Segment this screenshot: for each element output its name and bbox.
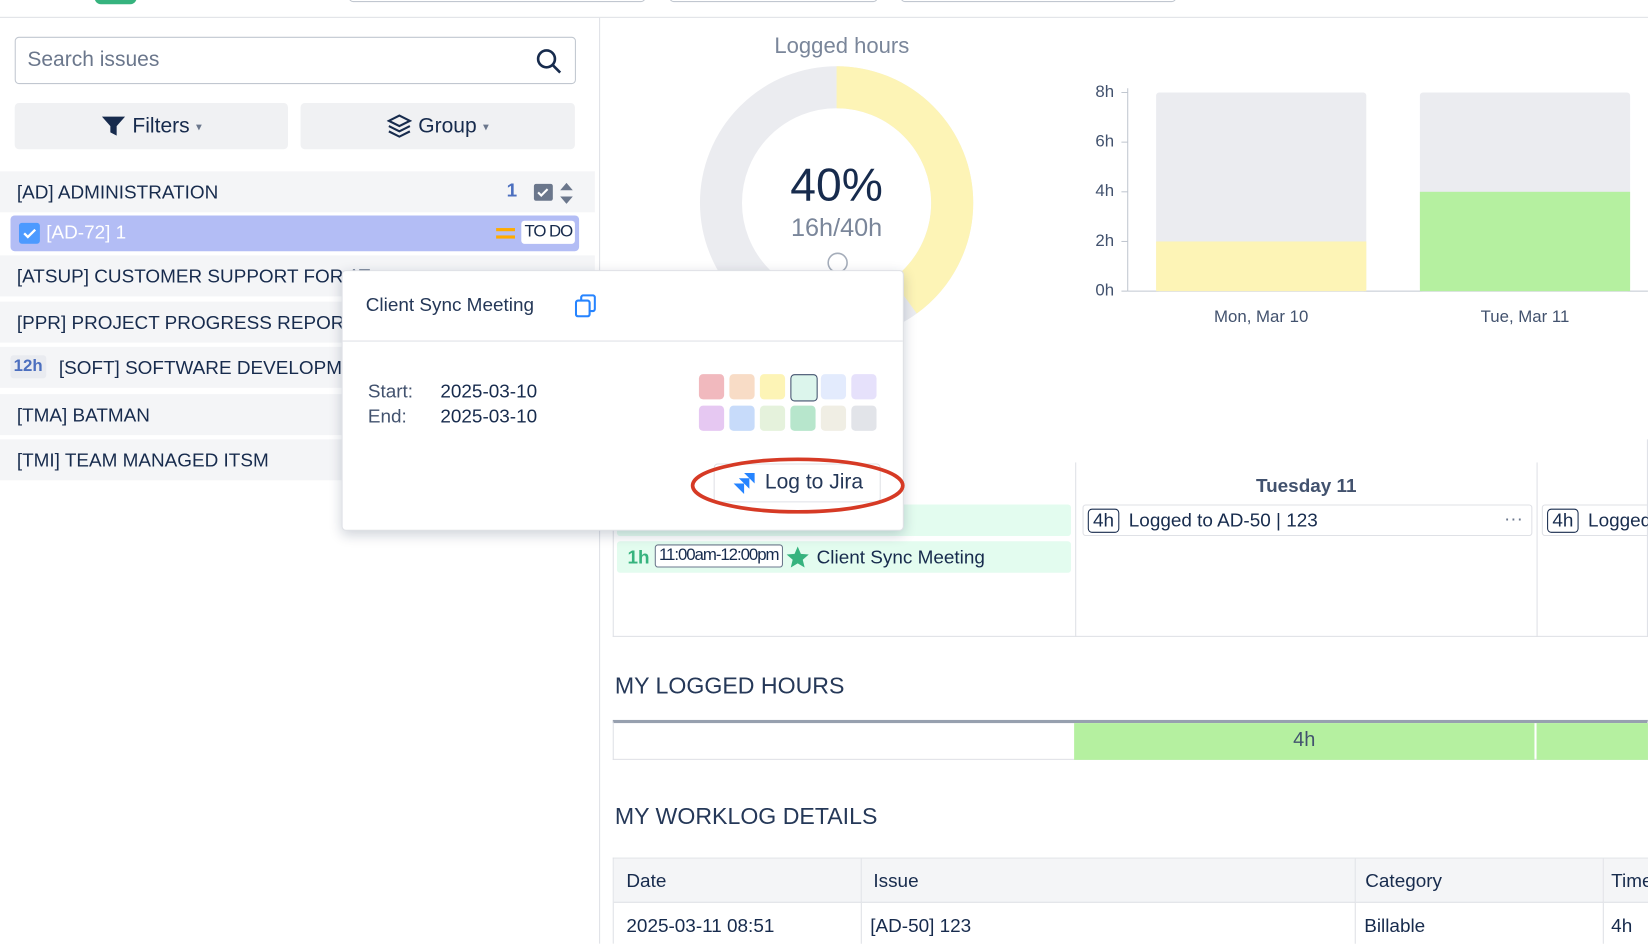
- donut-percent: 40%: [790, 158, 883, 210]
- color-swatch[interactable]: [820, 374, 847, 400]
- event[interactable]: 1h 11:00am-12:00pm Client Sync Meeting: [616, 541, 1071, 573]
- event-popup: Client Sync Meeting Start: 2025-03-10 En…: [341, 270, 904, 531]
- color-swatch[interactable]: [790, 405, 816, 431]
- issue-label: [AD-72] 1: [46, 221, 127, 243]
- color-swatch[interactable]: [698, 405, 725, 431]
- column-header: Category: [1365, 870, 1443, 892]
- donut-ratio: 16h/40h: [791, 214, 882, 242]
- search-icon: [536, 49, 562, 74]
- filters-button[interactable]: Filters ▾: [14, 102, 288, 150]
- event-title: Logged: [1588, 509, 1648, 531]
- top-input[interactable]: [348, 0, 646, 3]
- color-swatch[interactable]: [759, 374, 786, 400]
- end-label: End:: [367, 405, 407, 427]
- event[interactable]: 4h Logged to AD-50 | 123 ···: [1082, 504, 1533, 537]
- x-tick-label: Tue, Mar 11: [1481, 307, 1570, 326]
- event-time: 11:00am-12:00pm: [654, 544, 783, 568]
- search-placeholder: Search issues: [27, 48, 160, 72]
- color-swatch[interactable]: [729, 374, 755, 400]
- event-duration: 4h: [1087, 508, 1120, 533]
- group-row[interactable]: [AD] ADMINISTRATION 1: [0, 171, 595, 213]
- highlight-annotation: [690, 457, 905, 514]
- group-label: [SOFT] SOFTWARE DEVELOPMENT: [58, 357, 380, 379]
- group-label: [TMI] TEAM MANAGED ITSM: [16, 449, 269, 471]
- bar: [1156, 241, 1367, 292]
- color-swatch[interactable]: [820, 405, 847, 431]
- bar: [1419, 191, 1631, 292]
- event[interactable]: 4h Logged: [1541, 504, 1648, 537]
- group-label: [PPR] PROJECT PROGRESS REPORT: [16, 312, 356, 334]
- day-header: Tuesday 11: [1255, 475, 1357, 497]
- section-title: MY LOGGED HOURS: [614, 672, 845, 699]
- start-date: 2025-03-10: [440, 380, 538, 402]
- group-button[interactable]: Group ▾: [300, 102, 575, 150]
- group-label: [TMA] BATMAN: [16, 404, 150, 426]
- group-label: [ATSUP] CUSTOMER SUPPORT FOR AT: [16, 265, 371, 287]
- group-count: 1: [506, 179, 518, 201]
- group-label: Group: [418, 114, 477, 138]
- hours-badge: 12h: [10, 355, 46, 379]
- cell: 2025-03-11 08:51: [626, 915, 775, 937]
- popup-title: Client Sync Meeting: [365, 294, 534, 316]
- donut-title: Logged hours: [774, 33, 909, 58]
- y-tick-label: 0h: [1095, 281, 1114, 300]
- event-duration: 1h: [627, 546, 650, 568]
- event-title: Client Sync Meeting: [816, 546, 985, 568]
- status-badge: TO DO: [521, 220, 576, 244]
- cell: [AD-50] 123: [870, 915, 972, 937]
- y-tick-label: 8h: [1095, 82, 1114, 101]
- top-badge: [94, 0, 137, 5]
- button-label: Log to Jira: [764, 470, 864, 494]
- layers-icon: [386, 114, 412, 138]
- color-swatch[interactable]: [790, 374, 818, 402]
- day-divider: [1075, 462, 1077, 637]
- log-to-jira-button[interactable]: Log to Jira: [713, 463, 881, 503]
- filter-icon: [101, 116, 126, 136]
- y-tick-label: 2h: [1095, 231, 1114, 250]
- group-label: [AD] ADMINISTRATION: [16, 181, 219, 203]
- cell: Billable: [1364, 915, 1426, 937]
- logged-cell: [1536, 723, 1648, 760]
- x-tick-label: Mon, Mar 10: [1214, 307, 1308, 326]
- row-icons: [533, 182, 573, 204]
- jira-icon: [733, 472, 755, 494]
- y-tick-label: 4h: [1095, 181, 1114, 200]
- search-box[interactable]: Search issues: [14, 36, 576, 85]
- color-swatch[interactable]: [851, 374, 877, 400]
- event-duration: 4h: [1547, 508, 1579, 533]
- section-title: MY WORKLOG DETAILS: [614, 802, 878, 830]
- worklog-table: Date Issue Category Time 2025-03-11 08:5…: [612, 857, 1648, 944]
- checkbox[interactable]: [18, 222, 40, 244]
- copy-icon[interactable]: [574, 294, 596, 318]
- color-swatch[interactable]: [729, 405, 755, 431]
- column-header: Issue: [873, 870, 919, 892]
- event-title: Logged to AD-50 | 123: [1128, 509, 1318, 531]
- color-swatch[interactable]: [851, 405, 877, 431]
- issue-row[interactable]: [AD-72] 1 TO DO: [10, 215, 580, 252]
- start-label: Start:: [367, 380, 414, 402]
- column-header: Time: [1611, 870, 1648, 892]
- top-input[interactable]: [900, 0, 1177, 3]
- top-divider: [0, 16, 1648, 18]
- star-icon: [786, 546, 809, 568]
- color-swatch[interactable]: [759, 405, 786, 431]
- logged-cell: 4h: [1074, 723, 1535, 760]
- column-header: Date: [626, 870, 667, 892]
- color-swatch[interactable]: [698, 374, 725, 400]
- event-menu[interactable]: ···: [1503, 507, 1523, 529]
- filters-label: Filters: [132, 114, 190, 138]
- end-date: 2025-03-10: [440, 405, 538, 427]
- y-tick-label: 6h: [1095, 132, 1114, 151]
- top-input[interactable]: [669, 0, 878, 3]
- day-divider: [1536, 462, 1538, 637]
- cell: 4h: [1611, 915, 1633, 937]
- priority-icon: [496, 228, 515, 239]
- calendar: [612, 439, 1648, 637]
